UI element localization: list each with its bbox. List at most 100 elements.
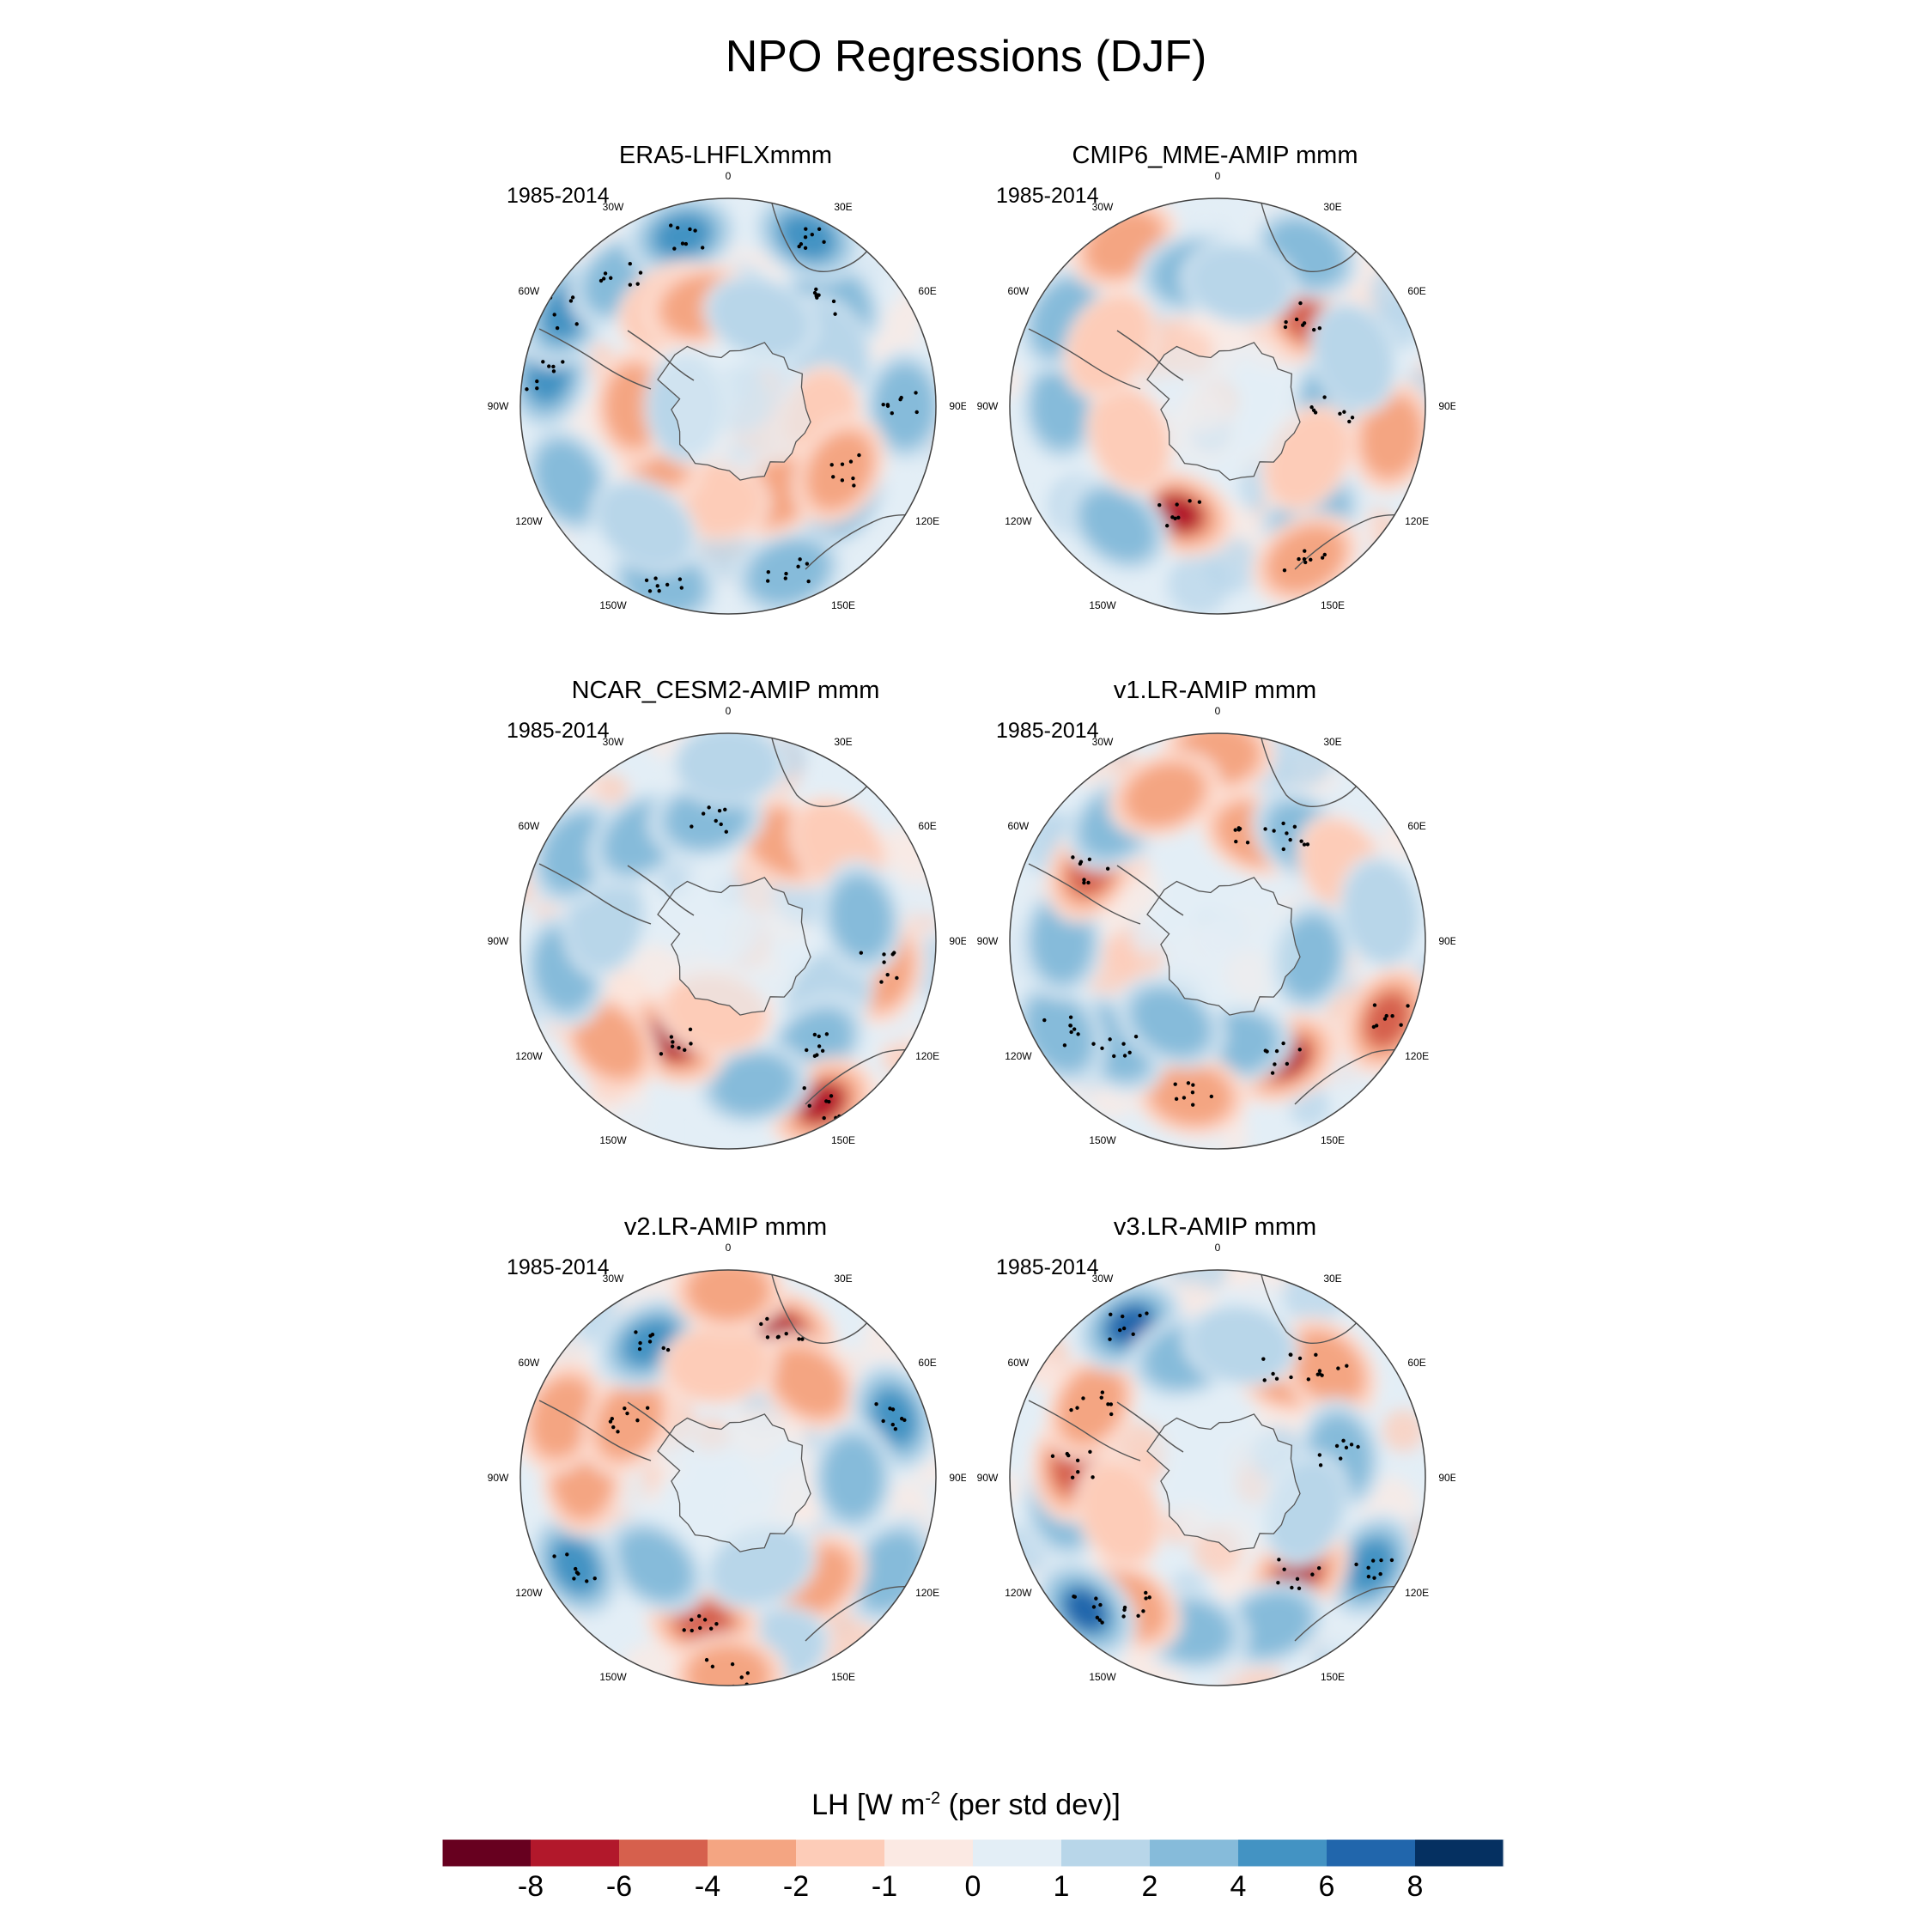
stipple-dot bbox=[598, 278, 604, 283]
stipple-dot bbox=[798, 557, 802, 562]
panel-title: NCAR_CESM2-AMIP mmm bbox=[571, 677, 880, 704]
stipple-dot bbox=[1297, 556, 1301, 562]
longitude-label: 120E bbox=[1405, 1587, 1429, 1599]
stipple-dot bbox=[1072, 1027, 1077, 1031]
map-frame bbox=[519, 732, 937, 1150]
field-cell bbox=[1131, 918, 1167, 954]
stipple-dot bbox=[1299, 839, 1303, 843]
stipple-dot bbox=[623, 1406, 627, 1411]
field-cell bbox=[1178, 198, 1237, 222]
stipple-dot bbox=[638, 270, 643, 275]
colorbar-swatch bbox=[531, 1839, 620, 1867]
stipple-dot bbox=[1318, 1463, 1323, 1467]
stipple-dot bbox=[680, 241, 685, 246]
longitude-label: 0 bbox=[1215, 705, 1221, 717]
africa-outline bbox=[1260, 1271, 1369, 1344]
polar-map: 030E60E90E120E150E180150W120W90W60W30W bbox=[488, 170, 966, 615]
south-america-outline bbox=[1028, 863, 1141, 925]
field-cell bbox=[1010, 1471, 1023, 1504]
stipple-dot bbox=[1076, 1469, 1080, 1474]
stipple-dot bbox=[1317, 326, 1322, 331]
longitude-label: 30E bbox=[1323, 1273, 1341, 1285]
longitude-label: 120E bbox=[1405, 1050, 1429, 1062]
stipple-dot bbox=[824, 1032, 829, 1036]
stipple-dot bbox=[1108, 1037, 1112, 1042]
stipple-dot bbox=[1344, 1445, 1349, 1450]
stipple-dot bbox=[724, 829, 728, 834]
stipple-dot bbox=[890, 1407, 896, 1412]
stipple-dot bbox=[829, 1094, 834, 1098]
stipple-dot bbox=[1098, 1602, 1103, 1607]
stipple-dot bbox=[648, 1334, 653, 1338]
stipple-dot bbox=[698, 1625, 702, 1631]
longitude-label: 30W bbox=[603, 1273, 624, 1285]
anomaly-blob bbox=[653, 214, 711, 258]
stipple-dot bbox=[1086, 880, 1091, 885]
stipple-dot bbox=[784, 571, 788, 576]
stipple-dot bbox=[885, 403, 890, 407]
stipple-dot bbox=[824, 1099, 829, 1103]
stipple-dot bbox=[898, 398, 902, 402]
stipple-dot bbox=[1305, 842, 1310, 847]
longitude-label: 60E bbox=[1407, 285, 1425, 297]
stipple-dot bbox=[831, 299, 836, 304]
stipple-dot bbox=[817, 1034, 821, 1039]
stipple-dot bbox=[1274, 1376, 1279, 1381]
stipple-dot bbox=[1062, 1043, 1067, 1048]
stipple-dot bbox=[1309, 557, 1313, 562]
longitude-label: 120W bbox=[1005, 1587, 1032, 1599]
stipple-dot bbox=[840, 462, 845, 466]
longitude-label: 60W bbox=[519, 285, 540, 297]
stipple-dot bbox=[1295, 1577, 1300, 1581]
south-america-outline bbox=[538, 863, 652, 925]
anomaly-blob bbox=[693, 1649, 763, 1686]
stipple-dot bbox=[555, 325, 560, 331]
stipple-dot bbox=[1283, 325, 1288, 330]
stipple-dot bbox=[719, 822, 723, 827]
stipple-dot bbox=[1176, 515, 1181, 520]
stipple-dot bbox=[820, 1048, 825, 1054]
stipple-dot bbox=[565, 1552, 569, 1557]
colorbar-swatch bbox=[884, 1839, 974, 1867]
stipple-dot bbox=[1157, 502, 1162, 507]
stipple-dot bbox=[1366, 1565, 1370, 1571]
stipple-dot bbox=[888, 1406, 892, 1411]
stipple-dot bbox=[1261, 1357, 1266, 1361]
stipple-dot bbox=[1108, 1337, 1112, 1341]
stipple-dot bbox=[833, 312, 837, 316]
anomaly-blob bbox=[536, 441, 600, 520]
field-cell bbox=[520, 1487, 542, 1532]
anomaly-blob bbox=[872, 1389, 917, 1446]
panel-period: 1985-2014 bbox=[507, 1255, 610, 1279]
colorbar-tick-label: 1 bbox=[1053, 1870, 1070, 1903]
stipple-dot bbox=[822, 1115, 826, 1121]
colorbar-swatch bbox=[708, 1839, 797, 1867]
stipple-dot bbox=[800, 1337, 805, 1341]
stipple-dot bbox=[717, 808, 722, 813]
stipple-dot bbox=[1372, 1003, 1377, 1007]
anomaly-blob bbox=[1084, 1467, 1156, 1559]
stipple-dot bbox=[881, 403, 885, 407]
map-frame bbox=[1009, 197, 1426, 615]
stipple-dot bbox=[568, 299, 574, 303]
stipple-dot bbox=[803, 235, 808, 240]
stipple-dot bbox=[1282, 568, 1287, 573]
stipple-dot bbox=[609, 276, 613, 280]
stipple-dot bbox=[1281, 1041, 1285, 1046]
stipple-dot bbox=[805, 562, 810, 566]
anomaly-blob bbox=[1124, 763, 1204, 826]
stipple-dot bbox=[1122, 1605, 1127, 1610]
stipple-dot bbox=[1082, 878, 1086, 882]
stipple-dot bbox=[700, 246, 705, 250]
field-cell bbox=[908, 937, 936, 1000]
anomaly-blob bbox=[1133, 989, 1209, 1055]
stipple-dot bbox=[574, 322, 579, 326]
anomaly-blob bbox=[1297, 1337, 1358, 1399]
stipple-dot bbox=[914, 391, 918, 395]
longitude-label: 30W bbox=[1092, 201, 1114, 213]
longitude-label: 90E bbox=[949, 1472, 966, 1484]
stipple-dot bbox=[1399, 1023, 1403, 1027]
stipple-dot bbox=[1263, 827, 1267, 831]
anomaly-blob bbox=[1090, 386, 1170, 489]
stipple-dot bbox=[1233, 828, 1237, 832]
